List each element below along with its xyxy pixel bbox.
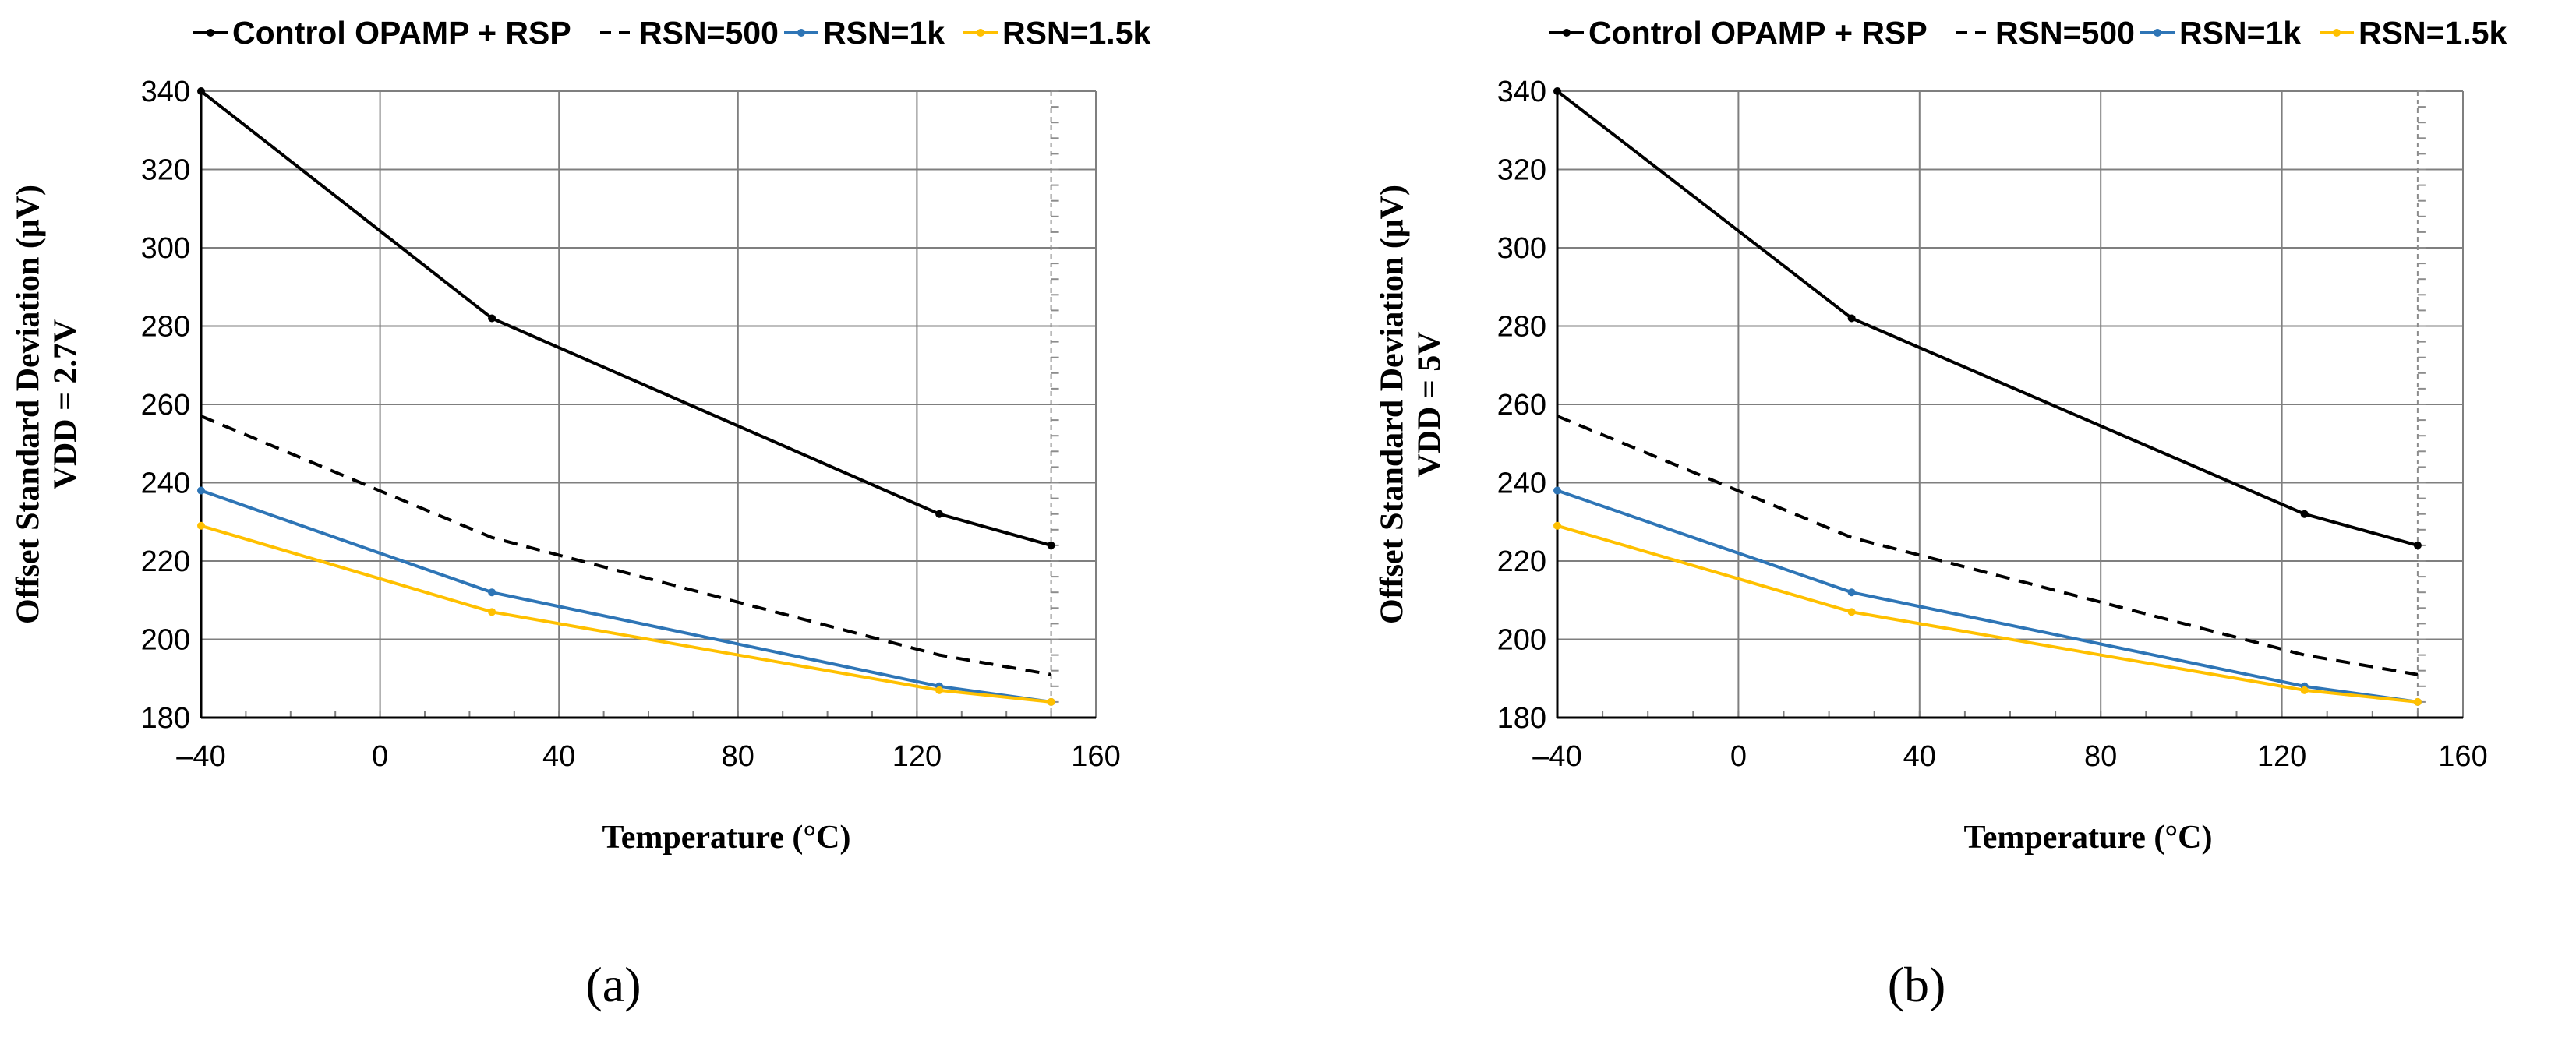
legend-marker	[2333, 29, 2341, 37]
data-point	[935, 510, 944, 518]
series-line-2	[1557, 489, 2419, 704]
x-axis-title: Temperature (°C)	[1964, 820, 2213, 856]
y-tick-label: 300	[141, 232, 190, 265]
series-line-0	[1556, 90, 2419, 547]
data-point	[2300, 686, 2309, 694]
y-axis-title: Offset Standard Deviation (μV)	[1375, 185, 1411, 624]
y-tick-label: 280	[141, 311, 190, 344]
x-tick-label: 160	[1071, 740, 1120, 773]
legend-marker	[797, 29, 805, 37]
data-point	[2300, 510, 2309, 518]
legend-marker	[1563, 29, 1571, 37]
legend-label: RSN=500	[1995, 15, 2135, 51]
y-tick-label: 220	[141, 545, 190, 578]
data-point	[1047, 697, 1055, 706]
x-tick-label: 40	[1903, 740, 1936, 773]
data-point	[197, 87, 205, 95]
y-axis-subtitle: VDD = 2.7V	[48, 319, 84, 490]
x-tick-label: 0	[1730, 740, 1747, 773]
y-tick-label: 320	[141, 154, 190, 187]
y-tick-label: 320	[1497, 154, 1546, 187]
y-tick-label: 260	[141, 389, 190, 422]
legend-label: RSN=1.5k	[1002, 15, 1151, 51]
x-tick-label: 80	[722, 740, 754, 773]
panel-label: (b)	[1888, 957, 1946, 1012]
y-tick-label: 240	[141, 468, 190, 500]
legend-label: RSN=1k	[823, 15, 945, 51]
data-point	[1553, 87, 1561, 95]
y-tick-label: 180	[141, 702, 190, 735]
legend-label: RSN=500	[639, 15, 779, 51]
y-tick-label: 200	[1497, 624, 1546, 657]
legend-marker	[977, 29, 984, 37]
y-tick-label: 180	[1497, 702, 1546, 735]
x-tick-label: 160	[2438, 740, 2487, 773]
y-tick-label: 220	[1497, 545, 1546, 578]
data-point	[488, 588, 496, 597]
legend-label: Control OPAMP + RSP	[1588, 15, 1928, 51]
y-tick-label: 300	[1497, 232, 1546, 265]
legend-label: RSN=1k	[2179, 15, 2301, 51]
series-line-1	[1557, 415, 2419, 676]
data-point	[197, 521, 205, 530]
y-tick-label: 280	[1497, 311, 1546, 344]
legend-label: RSN=1.5k	[2359, 15, 2507, 51]
series-line-3	[200, 524, 1051, 704]
data-point	[2413, 541, 2422, 549]
data-point	[1553, 486, 1561, 495]
y-tick-label: 340	[141, 76, 190, 108]
y-axis-title: Offset Standard Deviation (μV)	[11, 185, 47, 624]
y-axis-subtitle: VDD = 5V	[1412, 331, 1448, 477]
x-tick-label: –40	[176, 740, 225, 773]
data-point	[197, 486, 205, 495]
data-point	[935, 686, 944, 694]
chart-panel-b: –40 0 40 80 120 160 180 200 220 240 260 280 300 320 34…	[1375, 15, 2507, 1012]
data-point	[488, 608, 496, 616]
data-point	[488, 314, 496, 323]
chart-panel-a: –40 0 40 80 120 160 180 200 220 240 260 280 300 320 34…	[11, 15, 1151, 1012]
data-point	[1047, 541, 1055, 549]
data-point	[2413, 697, 2422, 706]
x-tick-label: 40	[542, 740, 575, 773]
data-point	[1553, 521, 1561, 530]
data-point	[1847, 314, 1856, 323]
y-tick-label: 260	[1497, 389, 1546, 422]
x-tick-label: 120	[892, 740, 942, 773]
y-tick-label: 240	[1497, 468, 1546, 500]
series-line-3	[1557, 524, 2419, 704]
data-point	[1847, 588, 1856, 597]
series-line-1	[200, 415, 1051, 676]
x-tick-label: 80	[2084, 740, 2117, 773]
legend-marker	[2154, 29, 2161, 37]
x-tick-label: –40	[1532, 740, 1581, 773]
y-tick-label: 200	[141, 624, 190, 657]
x-tick-label: 0	[372, 740, 388, 773]
data-point	[1847, 608, 1856, 616]
x-tick-label: 120	[2257, 740, 2306, 773]
series-line-2	[200, 489, 1051, 704]
legend-marker	[207, 29, 214, 37]
series-line-0	[200, 90, 1052, 547]
x-axis-title: Temperature (°C)	[602, 820, 851, 856]
legend-label: Control OPAMP + RSP	[232, 15, 571, 51]
y-tick-label: 340	[1497, 76, 1546, 108]
panel-label: (a)	[585, 957, 641, 1012]
